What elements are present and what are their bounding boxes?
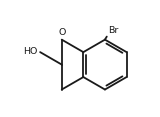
Text: O: O bbox=[58, 28, 65, 37]
Text: Br: Br bbox=[109, 26, 119, 35]
Text: HO: HO bbox=[23, 47, 38, 56]
